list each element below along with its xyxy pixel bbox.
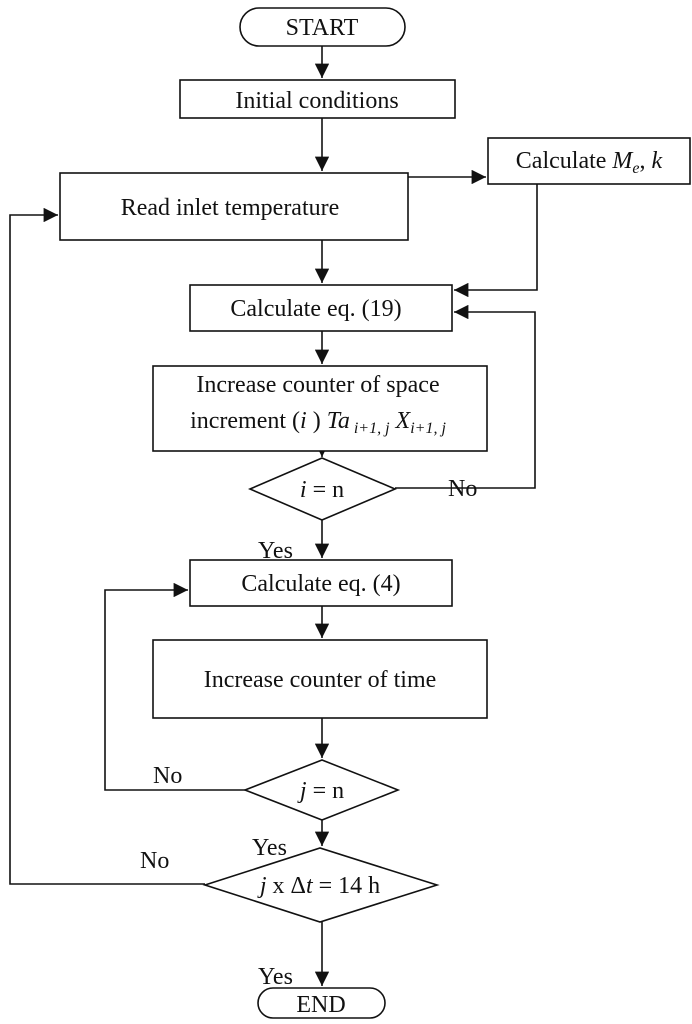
node-label: END — [296, 992, 345, 1018]
label-part: increment ( — [190, 408, 300, 434]
label-part: e — [632, 160, 639, 177]
process-node — [189, 559, 453, 607]
edge-label: Yes — [258, 964, 293, 990]
node-label: Calculate eq. (19) — [230, 296, 401, 322]
decision-node — [242, 759, 401, 821]
process-node — [152, 639, 488, 719]
node-label: j x Δt = 14 h — [257, 873, 380, 899]
label-part: = n — [307, 778, 345, 804]
label-part: , — [640, 148, 652, 174]
edge-label: No — [448, 476, 477, 502]
start-node — [239, 7, 406, 47]
process-node — [189, 284, 453, 332]
label-part: j — [257, 873, 267, 899]
label-part: t — [306, 873, 314, 899]
label-part: X — [395, 408, 412, 434]
process-node — [487, 137, 691, 185]
edge-label: Yes — [258, 538, 293, 564]
label-part: Calculate eq. (19) — [230, 296, 401, 322]
arrow — [454, 184, 538, 298]
label-part: i — [300, 408, 307, 434]
process-node — [59, 172, 409, 241]
node-label: START — [286, 15, 359, 41]
arrow — [9, 207, 205, 885]
label-part: START — [286, 15, 359, 41]
process-node — [152, 365, 488, 452]
node-label: increment (i ) Ta i+1, j Xi+1, j — [190, 408, 446, 437]
arrow — [104, 582, 245, 791]
label-part: j — [297, 778, 307, 804]
label-part: = 14 h — [313, 873, 381, 899]
node-label: Calculate Me, k — [516, 148, 663, 177]
process-node — [179, 79, 456, 119]
label-part: k — [652, 148, 663, 174]
arrow — [395, 304, 536, 489]
label-part: Increase counter of time — [204, 667, 437, 693]
node-label: j = n — [297, 778, 344, 804]
label-part: Calculate — [516, 148, 613, 174]
label-part: i — [300, 477, 307, 503]
label-part: Increase counter of space — [196, 372, 439, 398]
node-label: Increase counter of time — [204, 667, 437, 693]
label-part: ) — [307, 408, 327, 434]
label-part: Initial conditions — [235, 88, 398, 114]
label-part: Ta — [327, 408, 350, 434]
label-part: = n — [307, 477, 345, 503]
edge-label: No — [153, 763, 182, 789]
label-part: x Δ — [267, 873, 306, 899]
edge-label: No — [140, 848, 169, 874]
label-part: i+1, j — [410, 420, 446, 437]
edge-label: Yes — [252, 835, 287, 861]
decision-node — [202, 847, 440, 923]
label-part: i+1, j — [350, 420, 390, 437]
label-part: END — [296, 992, 345, 1018]
node-label: Read inlet temperature — [121, 195, 340, 221]
node-label: Initial conditions — [235, 88, 398, 114]
end-node — [257, 987, 386, 1019]
node-label: i = n — [300, 477, 344, 503]
label-part: M — [611, 148, 634, 174]
label-part: Read inlet temperature — [121, 195, 340, 221]
label-part: Calculate eq. (4) — [241, 571, 400, 597]
node-label: Increase counter of space — [196, 372, 439, 398]
decision-node — [247, 457, 398, 521]
node-label: Calculate eq. (4) — [241, 571, 400, 597]
